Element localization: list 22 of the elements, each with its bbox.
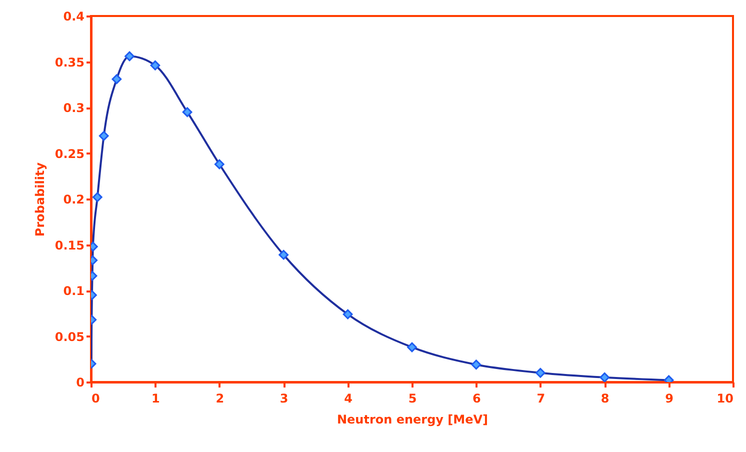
y-axis-title: Probability <box>32 162 47 237</box>
y-tick-label: 0.1 <box>63 284 84 298</box>
x-tick-label: 4 <box>344 392 352 406</box>
x-tick-label: 1 <box>152 392 160 406</box>
x-tick-label: 9 <box>665 392 674 406</box>
y-tick-label: 0.2 <box>63 192 84 206</box>
x-tick-label: 2 <box>216 392 224 406</box>
x-tick-label: 5 <box>408 392 417 406</box>
y-tick-label: 0.15 <box>54 238 84 252</box>
x-tick-label: 3 <box>280 392 288 406</box>
x-tick-label: 0 <box>92 392 100 406</box>
x-tick-label: 6 <box>472 392 481 406</box>
y-tick-label: 0.05 <box>54 330 84 344</box>
y-tick-label: 0 <box>76 376 84 390</box>
x-tick-label: 10 <box>716 392 734 406</box>
y-tick-label: 0.35 <box>54 55 84 70</box>
y-tick-label: 0.3 <box>63 101 84 115</box>
x-axis-title: Neutron energy [MeV] <box>336 412 488 426</box>
y-tick-label: 0.4 <box>63 10 84 24</box>
y-tick-label: 0.25 <box>54 146 84 161</box>
x-tick-label: 8 <box>600 392 610 406</box>
x-tick-label: 7 <box>536 392 546 406</box>
